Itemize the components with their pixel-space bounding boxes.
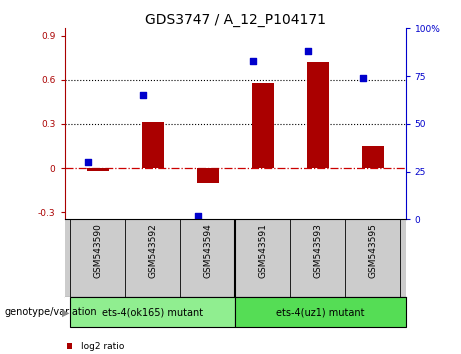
Text: genotype/variation: genotype/variation bbox=[5, 307, 97, 318]
Bar bbox=[87, 168, 108, 171]
Bar bbox=[235, 297, 406, 327]
Text: GSM543595: GSM543595 bbox=[368, 223, 377, 278]
Bar bbox=[196, 168, 219, 183]
Point bbox=[359, 75, 366, 81]
Point bbox=[194, 213, 201, 218]
Text: ▶: ▶ bbox=[62, 307, 70, 318]
Text: ets-4(ok165) mutant: ets-4(ok165) mutant bbox=[102, 307, 203, 318]
Point bbox=[139, 92, 146, 98]
Text: GSM543591: GSM543591 bbox=[258, 223, 267, 278]
Bar bbox=[142, 122, 164, 168]
Bar bbox=[362, 146, 384, 168]
Bar bbox=[252, 83, 274, 168]
Text: ets-4(uz1) mutant: ets-4(uz1) mutant bbox=[276, 307, 365, 318]
Bar bbox=[70, 297, 235, 327]
Text: GSM543593: GSM543593 bbox=[313, 223, 322, 278]
Text: GSM543594: GSM543594 bbox=[203, 223, 212, 278]
Point bbox=[249, 58, 256, 64]
Point bbox=[84, 159, 91, 165]
Bar bbox=[307, 62, 329, 168]
Text: GSM543592: GSM543592 bbox=[148, 223, 157, 278]
Text: GSM543590: GSM543590 bbox=[93, 223, 102, 278]
Text: log2 ratio: log2 ratio bbox=[81, 342, 124, 351]
Point bbox=[304, 48, 312, 54]
Title: GDS3747 / A_12_P104171: GDS3747 / A_12_P104171 bbox=[145, 13, 325, 27]
